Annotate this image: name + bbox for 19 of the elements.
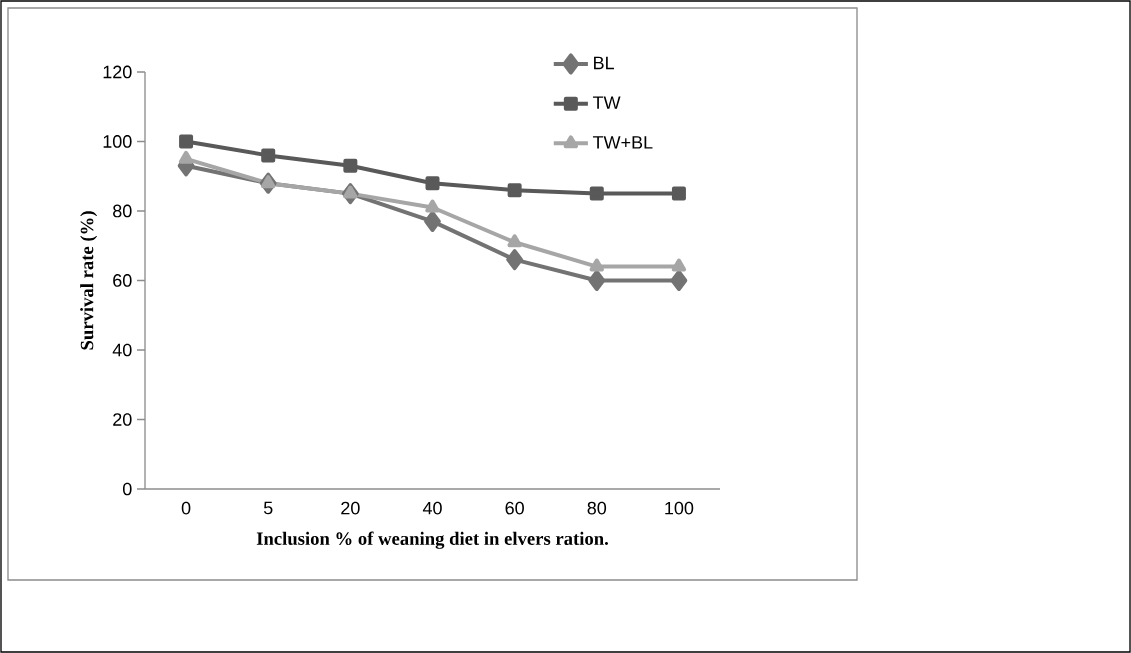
y-tick-label: 100 <box>103 135 132 148</box>
x-tick-label: 5 <box>263 501 273 515</box>
y-tick-label: 0 <box>122 482 132 496</box>
y-tick-label: 60 <box>113 274 132 287</box>
y-tick-label: 40 <box>112 343 132 357</box>
x-axis-title: Inclusion % of weaning diet in elvers ration. <box>256 531 608 549</box>
x-tick-label: 40 <box>422 501 442 515</box>
legend-label: BL <box>594 56 614 70</box>
x-tick-label: 100 <box>665 501 694 515</box>
x-tick-label: 0 <box>181 501 191 515</box>
legend-label: TW+BL <box>592 136 653 149</box>
legend-label: TW <box>592 96 621 109</box>
y-axis-title: Survival rate (%) <box>80 211 98 350</box>
y-tick-label: 120 <box>103 65 132 79</box>
x-tick-label: 60 <box>505 501 524 515</box>
x-tick-label: 80 <box>587 501 607 515</box>
x-tick-label: 20 <box>341 501 360 515</box>
y-tick-label: 80 <box>113 204 132 218</box>
y-tick-label: 20 <box>113 413 132 426</box>
